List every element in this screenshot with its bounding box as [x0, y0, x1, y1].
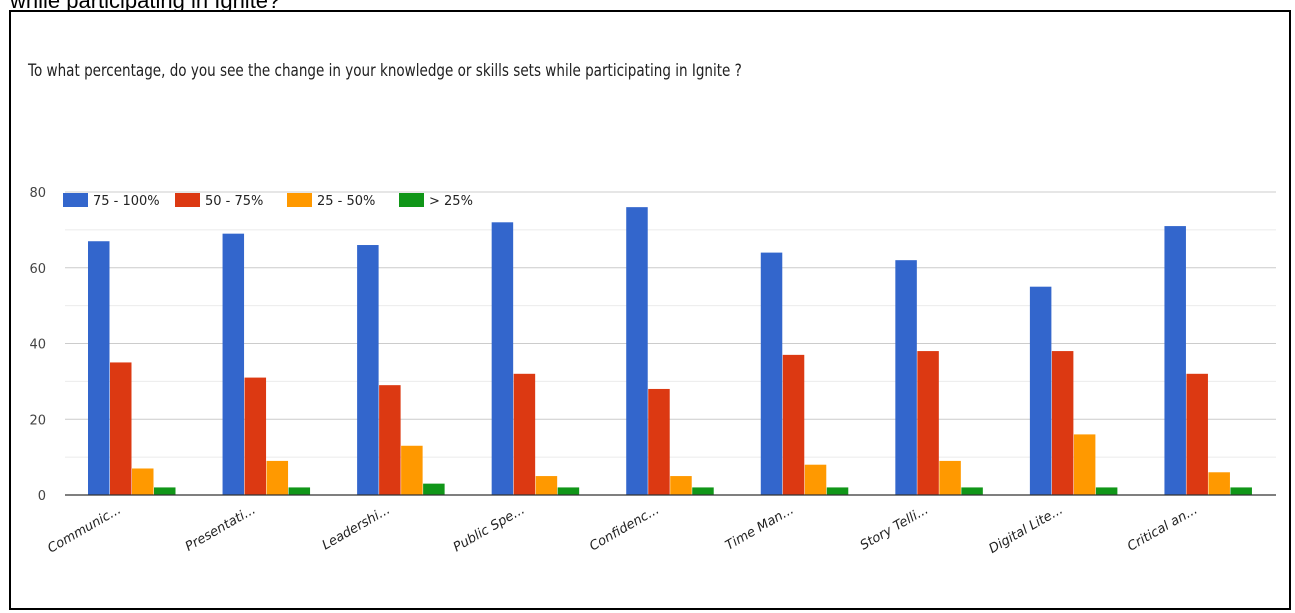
bar [154, 487, 176, 495]
x-tick-label: Presentati... [183, 502, 258, 554]
bar [939, 460, 961, 495]
y-tick-label: 40 [29, 338, 46, 353]
bar [1230, 487, 1252, 495]
legend-swatch [175, 193, 200, 207]
bar [1095, 487, 1118, 495]
y-tick-label: 0 [38, 489, 46, 504]
legend-label: 75 - 100% [93, 194, 160, 209]
bar [557, 487, 580, 495]
bar [692, 487, 714, 495]
x-tick-label: Critical an... [1125, 502, 1200, 554]
legend-swatch [399, 193, 424, 207]
bar [826, 487, 849, 495]
bar [535, 476, 558, 495]
bar [782, 354, 805, 495]
bar [917, 351, 939, 495]
x-tick-label: Communic... [45, 502, 124, 556]
bar [626, 207, 648, 495]
bar [1164, 226, 1186, 495]
y-tick-label: 80 [29, 186, 46, 201]
bar [1029, 286, 1052, 495]
bar [110, 362, 132, 495]
bar [760, 252, 783, 495]
legend-swatch [63, 193, 88, 207]
legend-swatch [287, 193, 312, 207]
bar [1051, 351, 1074, 495]
y-tick-label: 20 [29, 413, 46, 428]
y-tick-label: 60 [29, 262, 46, 277]
bar [895, 260, 917, 495]
bar [288, 487, 311, 495]
bar [88, 241, 110, 495]
chart-title: To what percentage, do you see the chang… [28, 61, 742, 80]
legend-label: 50 - 75% [205, 194, 263, 209]
bar [357, 245, 379, 495]
bar [1073, 434, 1096, 495]
x-tick-label: Confidenc... [587, 502, 662, 554]
x-tick-label: Time Man... [723, 502, 796, 553]
legend-label: 25 - 50% [317, 194, 375, 209]
bar [244, 377, 267, 495]
bar [961, 487, 983, 495]
bar [804, 464, 827, 495]
bar [423, 483, 445, 495]
bar [491, 222, 514, 496]
x-tick-label: Public Spe... [451, 502, 528, 555]
bar [648, 388, 670, 495]
bar [401, 445, 423, 495]
bar [670, 476, 692, 495]
legend-label: > 25% [429, 194, 473, 209]
top-caption: while participating in Ignite? [10, 0, 281, 13]
bar [379, 385, 401, 495]
bar [222, 233, 245, 495]
x-tick-label: Digital Lite... [987, 502, 1066, 556]
bar [1186, 373, 1208, 495]
x-tick-label: Story Telli... [858, 502, 931, 553]
bar [132, 468, 154, 495]
bar [513, 373, 536, 495]
bar [1208, 472, 1230, 495]
bar [266, 460, 289, 495]
x-tick-label: Leadershi... [320, 502, 393, 553]
